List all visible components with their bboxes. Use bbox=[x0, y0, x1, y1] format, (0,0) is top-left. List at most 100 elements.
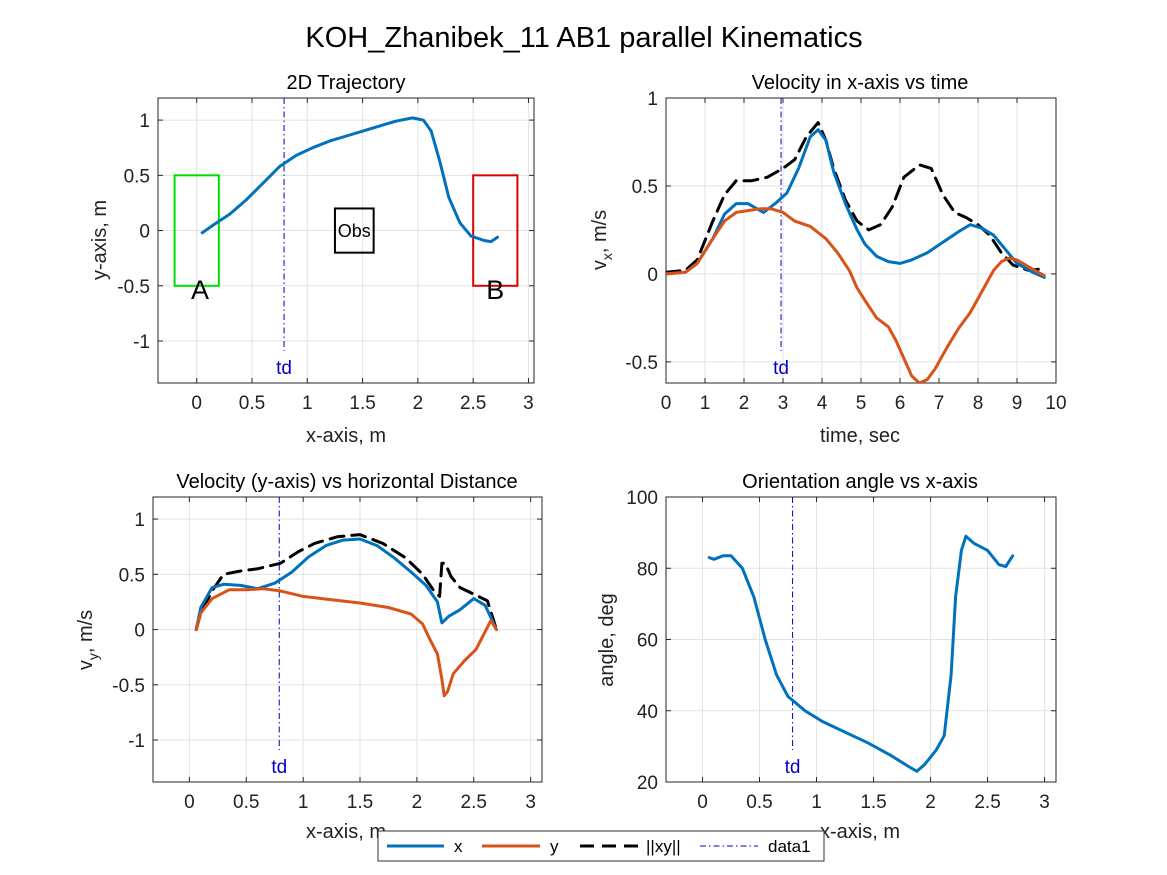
y-tick-label: 20 bbox=[637, 773, 658, 794]
x-tick-label: 3 bbox=[523, 393, 534, 414]
td-label: td bbox=[271, 757, 287, 778]
series-x-line bbox=[707, 534, 1015, 773]
vx-ylabel-suffix: , m/s bbox=[589, 210, 611, 253]
x-tick-label: 0 bbox=[697, 792, 708, 813]
box-obs bbox=[333, 207, 375, 254]
series-x-line bbox=[666, 128, 1046, 279]
x-tick-label: 2 bbox=[925, 792, 936, 813]
vy-plot: 0 0.5 1 1.5 2 2.5 3 -1 -0.5 0 0.5 1 td bbox=[112, 496, 543, 813]
y-tick-label: 1 bbox=[647, 89, 658, 110]
label-b: B bbox=[486, 275, 504, 305]
x-tick-label: 7 bbox=[934, 393, 945, 414]
x-tick-label: 4 bbox=[817, 393, 828, 414]
y-tick-label: 1 bbox=[139, 111, 150, 132]
y-tick-label: 0.5 bbox=[119, 565, 145, 586]
x-tick-label: 0.5 bbox=[746, 792, 772, 813]
angle-panel: Orientation angle vs x-axis x-axis, m an… bbox=[596, 471, 1057, 843]
y-tick-label: 0 bbox=[139, 222, 150, 243]
x-tick-label: 8 bbox=[973, 393, 984, 414]
vy-ylabel: vy, m/s bbox=[75, 610, 101, 670]
axes-box bbox=[157, 97, 535, 384]
x-tick-label: 1.5 bbox=[860, 792, 886, 813]
x-tick-label: 1 bbox=[298, 792, 309, 813]
y-tick-label: 40 bbox=[637, 702, 658, 723]
y-tick-label: -1 bbox=[128, 731, 145, 752]
vy-ylabel-suffix: , m/s bbox=[75, 610, 97, 653]
trajectory-ylabel: y-axis, m bbox=[89, 200, 111, 280]
vx-xlabel: time, sec bbox=[820, 425, 900, 447]
y-tick-label: -0.5 bbox=[117, 277, 150, 298]
x-tick-label: 2 bbox=[739, 393, 750, 414]
label-a: A bbox=[191, 275, 209, 305]
y-tick-label: 0.5 bbox=[632, 177, 658, 198]
y-tick-label: 100 bbox=[626, 488, 658, 509]
y-tick-label: 60 bbox=[637, 631, 658, 652]
y-tick-label: -0.5 bbox=[625, 353, 658, 374]
vx-ylabel-sub: x bbox=[599, 253, 615, 260]
series-xy-line bbox=[194, 533, 498, 632]
y-tick-label: 80 bbox=[637, 559, 658, 580]
trajectory-xlabel: x-axis, m bbox=[306, 425, 386, 447]
x-tick-label: 1.5 bbox=[349, 393, 375, 414]
x-tick-label: 6 bbox=[895, 393, 906, 414]
figure-title: KOH_Zhanibek_11 AB1 parallel Kinematics bbox=[305, 22, 862, 54]
x-tick-label: 3 bbox=[778, 393, 789, 414]
x-tick-label: 1 bbox=[811, 792, 822, 813]
vx-ylabel: vx, m/s bbox=[589, 210, 615, 270]
angle-xlabel: x-axis, m bbox=[820, 821, 900, 843]
x-tick-label: 2.5 bbox=[974, 792, 1000, 813]
x-tick-label: 10 bbox=[1045, 393, 1066, 414]
box-b bbox=[472, 174, 519, 287]
td-label: td bbox=[773, 358, 789, 379]
y-tick-label: -0.5 bbox=[112, 676, 145, 697]
x-tick-label: 0 bbox=[184, 792, 195, 813]
x-tick-label: 0 bbox=[661, 393, 672, 414]
series-x-line bbox=[194, 537, 498, 632]
y-tick-label: 1 bbox=[134, 510, 145, 531]
legend-label-y: y bbox=[550, 837, 559, 856]
y-tick-label: 0.5 bbox=[124, 166, 150, 187]
x-tick-label: 5 bbox=[856, 393, 867, 414]
td-label: td bbox=[785, 757, 801, 778]
x-tick-label: 2 bbox=[413, 393, 424, 414]
vy-ylabel-main: v bbox=[75, 660, 97, 670]
y-tick-label: 0 bbox=[647, 265, 658, 286]
angle-plot: 0 0.5 1 1.5 2 2.5 3 20 40 60 80 100 td bbox=[626, 488, 1057, 813]
vy-ylabel-sub: y bbox=[85, 653, 101, 660]
x-tick-label: 2.5 bbox=[460, 393, 486, 414]
x-tick-label: 1 bbox=[302, 393, 313, 414]
x-tick-label: 3 bbox=[1039, 792, 1050, 813]
trajectory-panel: 2D Trajectory x-axis, m y-axis, m 0 0.5 1 1… bbox=[89, 72, 535, 447]
vy-title: Velocity (y-axis) vs horizontal Distance bbox=[176, 471, 517, 493]
label-obs: Obs bbox=[338, 221, 371, 241]
x-tick-label: 1 bbox=[700, 393, 711, 414]
legend-label-x: x bbox=[454, 837, 463, 856]
angle-title: Orientation angle vs x-axis bbox=[742, 471, 978, 493]
x-tick-label: 0 bbox=[191, 393, 202, 414]
series-y-line bbox=[194, 587, 498, 698]
td-label: td bbox=[276, 358, 292, 379]
trajectory-title: 2D Trajectory bbox=[287, 72, 406, 94]
x-tick-label: 2.5 bbox=[461, 792, 487, 813]
series-xy-line bbox=[666, 121, 1046, 274]
y-tick-label: -1 bbox=[133, 332, 150, 353]
x-tick-label: 3 bbox=[525, 792, 536, 813]
vx-panel: Velocity in x-axis vs time time, sec vx,… bbox=[589, 72, 1067, 447]
x-tick-label: 2 bbox=[412, 792, 423, 813]
legend-label-xy: ||xy|| bbox=[646, 837, 681, 856]
vx-ylabel-main: v bbox=[589, 260, 611, 270]
y-tick-label: 0 bbox=[134, 621, 145, 642]
series-x-line bbox=[200, 116, 499, 244]
box-a bbox=[173, 174, 220, 287]
legend-label-data1: data1 bbox=[768, 837, 811, 856]
x-tick-label: 1.5 bbox=[347, 792, 373, 813]
legend: x y ||xy|| data1 bbox=[377, 830, 825, 862]
vx-title: Velocity in x-axis vs time bbox=[752, 72, 969, 94]
series-y-line bbox=[666, 207, 1046, 383]
trajectory-plot: 0 0.5 1 1.5 2 2.5 3 -1 -0.5 0 0.5 1 A B Obs td bbox=[117, 97, 535, 414]
axes-box bbox=[152, 496, 543, 783]
x-tick-label: 9 bbox=[1012, 393, 1023, 414]
vy-xlabel: x-axis, m bbox=[306, 821, 386, 843]
